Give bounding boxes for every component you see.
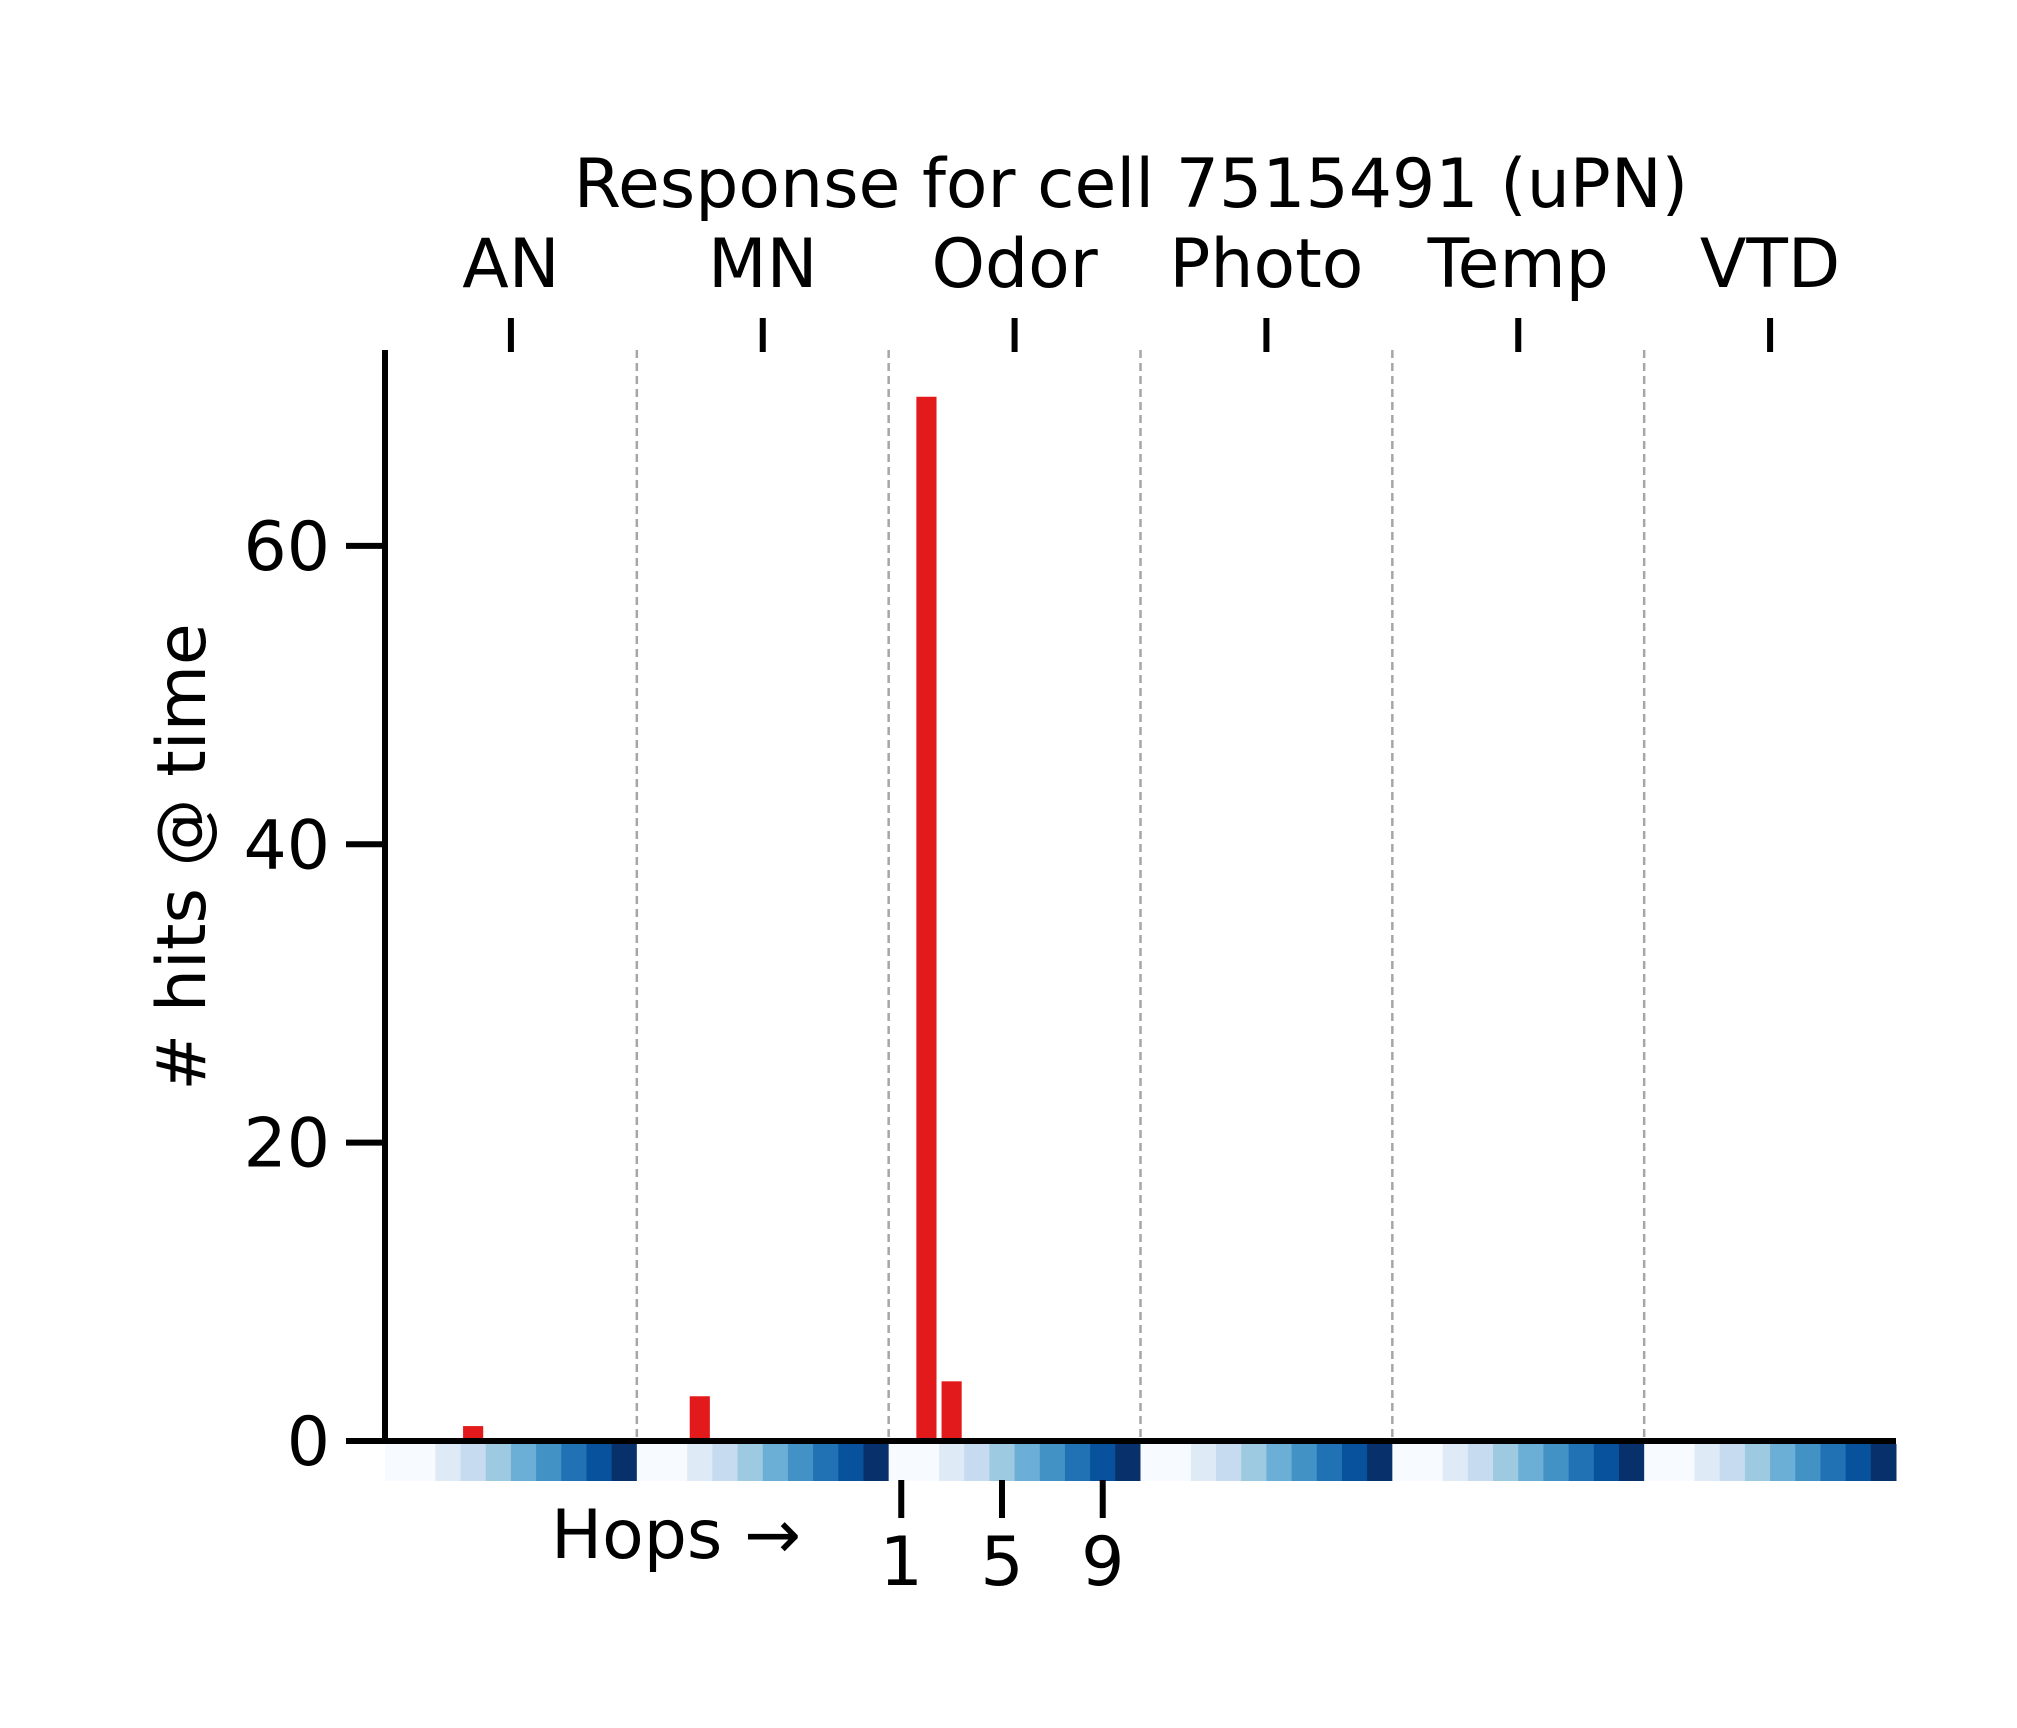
hop-color-cell	[1190, 1444, 1217, 1481]
hops-axis-label: Hops →	[551, 1496, 801, 1575]
group-label: Odor	[931, 225, 1097, 304]
hop-color-cell	[964, 1444, 990, 1481]
hop-color-cell	[1644, 1444, 1670, 1481]
hop-color-cell	[1493, 1444, 1519, 1481]
hop-color-cell	[1291, 1444, 1318, 1481]
hop-color-cell	[636, 1444, 663, 1481]
hop-color-cell	[1467, 1444, 1494, 1481]
hop-color-cell	[762, 1444, 789, 1481]
hop-tick-label: 1	[880, 1523, 923, 1602]
hop-color-cell	[1719, 1444, 1746, 1481]
hop-color-cell	[561, 1444, 587, 1481]
y-tick-label: 40	[243, 806, 330, 885]
y-axis-label: # hits @ time	[143, 623, 222, 1091]
y-tick-label: 60	[243, 508, 330, 587]
hop-color-cell	[1694, 1444, 1721, 1481]
hop-color-cell	[1744, 1444, 1771, 1481]
hop-color-cell	[485, 1444, 512, 1481]
hop-color-cell	[989, 1444, 1016, 1481]
hop-color-cell	[385, 1444, 411, 1481]
hop-color-cell	[1039, 1444, 1066, 1481]
hop-color-cell	[787, 1444, 814, 1481]
hop-color-cell	[813, 1444, 839, 1481]
hop-color-cell	[838, 1444, 864, 1481]
hop-color-cell	[1341, 1444, 1368, 1481]
bar	[916, 396, 937, 1441]
hop-color-cell	[1870, 1444, 1897, 1481]
hop-tick-label: 9	[1081, 1523, 1124, 1602]
group-label: VTD	[1700, 225, 1840, 304]
hop-color-strip	[385, 1444, 1897, 1481]
hop-color-cell	[1266, 1444, 1293, 1481]
hop-color-cell	[1165, 1444, 1192, 1481]
y-axis-ticks: 0 20 40 60	[243, 508, 385, 1482]
chart-title: Response for cell 7515491 (uPN)	[574, 145, 1688, 224]
hop-color-cell	[611, 1444, 638, 1481]
y-tick-label: 20	[243, 1105, 330, 1184]
group-label: AN	[462, 225, 559, 304]
hop-color-cell	[1543, 1444, 1570, 1481]
hop-color-cell	[1518, 1444, 1544, 1481]
hop-color-cell	[913, 1444, 940, 1481]
bar	[463, 1426, 484, 1441]
hop-color-cell	[863, 1444, 890, 1481]
hop-color-cell	[1316, 1444, 1343, 1481]
bar	[689, 1396, 710, 1441]
hop-color-cell	[662, 1444, 688, 1481]
hop-color-cell	[1014, 1444, 1041, 1481]
group-label: Photo	[1169, 225, 1363, 304]
hop-color-cell	[1669, 1444, 1696, 1481]
hop-color-cell	[1770, 1444, 1796, 1481]
hop-color-cell	[1618, 1444, 1645, 1481]
hop-color-cell	[888, 1444, 915, 1481]
hop-color-cell	[510, 1444, 537, 1481]
hop-color-cell	[1241, 1444, 1267, 1481]
hop-color-cell	[1367, 1444, 1393, 1481]
hop-color-cell	[410, 1444, 436, 1481]
hop-color-cell	[1442, 1444, 1469, 1481]
group-separators	[635, 350, 1646, 1441]
hop-color-cell	[1593, 1444, 1620, 1481]
hop-color-cell	[1795, 1444, 1821, 1481]
hop-color-cell	[1820, 1444, 1847, 1481]
group-tick-labels: AN MN Odor Photo Temp VTD	[462, 225, 1840, 352]
group-label: MN	[708, 225, 818, 304]
hop-color-cell	[460, 1444, 487, 1481]
hop-color-cell	[435, 1444, 462, 1481]
hop-color-cell	[1090, 1444, 1116, 1481]
hop-color-cell	[737, 1444, 764, 1481]
hop-color-cell	[1417, 1444, 1444, 1481]
hop-color-cell	[1216, 1444, 1242, 1481]
bar-series	[463, 396, 962, 1441]
group-label: Temp	[1427, 225, 1609, 304]
hop-color-cell	[536, 1444, 562, 1481]
hop-color-cell	[586, 1444, 613, 1481]
bar	[941, 1381, 962, 1441]
hop-color-cell	[712, 1444, 739, 1481]
hop-color-cell	[1115, 1444, 1141, 1481]
hop-color-cell	[687, 1444, 713, 1481]
hop-tick-label: 5	[980, 1523, 1023, 1602]
hop-color-cell	[939, 1444, 965, 1481]
hop-color-cell	[1568, 1444, 1595, 1481]
hop-color-cell	[1140, 1444, 1167, 1481]
hop-color-cell	[1845, 1444, 1872, 1481]
hop-color-cell	[1064, 1444, 1091, 1481]
hop-color-cell	[1392, 1444, 1419, 1481]
y-tick-label: 0	[287, 1403, 330, 1482]
